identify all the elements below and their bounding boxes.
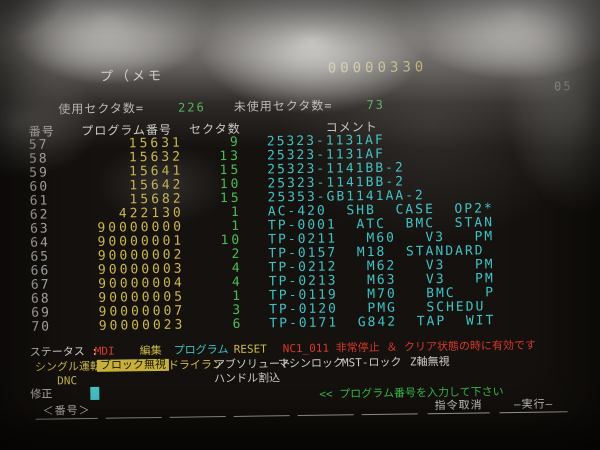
row-no: 62 (29, 207, 50, 223)
row-no: 64 (30, 235, 50, 251)
row-no: 65 (30, 249, 51, 265)
softkey-blank[interactable] (297, 400, 354, 417)
page-indicator: 05 (553, 79, 573, 94)
mode-handle-interrupt: ハンドル割込 (214, 371, 281, 386)
program-count-number: 00000330 (327, 59, 428, 77)
softkey-number[interactable]: ＜番号＞ (35, 403, 98, 420)
reset-label: RESET (233, 342, 267, 356)
header-no: 番号 (28, 124, 55, 139)
softkey-row: ＜番号＞ 指令取消 ―実行― (35, 397, 582, 420)
softkey-blank[interactable] (361, 399, 418, 416)
mode-dnc: DNC (57, 374, 78, 388)
sector-summary: 使用セクタ数= 226 未使用セクタ数= 73 (58, 96, 385, 118)
alarm-message: NC1_011 非常停止 ＆ クリア状態の時に有効です (282, 338, 537, 356)
free-sectors-label: 未使用セクタ数= (233, 98, 333, 114)
status-program: プログラム (173, 343, 229, 357)
mode-mst-lock: MST-ロック (341, 355, 402, 370)
mode-block-skip-active: ブロック無視 (96, 358, 170, 372)
free-sectors-value: 73 (366, 97, 386, 113)
row-no: 57 (28, 137, 49, 153)
row-no: 63 (29, 221, 50, 237)
mode-single-run: シングル運転 (34, 359, 102, 374)
program-table: 番号 プログラム番号 セクタ数 コメント 57 15631 9 25323-1131A… (29, 117, 596, 335)
softkey-blank[interactable] (233, 401, 290, 417)
softkey-cancel-command[interactable]: 指令取消 (427, 398, 490, 415)
softkey-blank[interactable] (169, 402, 226, 418)
softkey-blank[interactable] (105, 402, 162, 419)
status-mode: MDI (94, 344, 115, 358)
row-no: 61 (29, 193, 50, 209)
used-sectors-label: 使用セクタ数= (58, 101, 145, 117)
text-cursor (90, 386, 100, 400)
status-edit: 編集 (139, 343, 162, 358)
mode-machine-lock: マシンロック (277, 356, 345, 371)
row-no: 59 (29, 165, 50, 181)
row-no: 66 (30, 263, 51, 279)
edit-mode-label: 修正 (30, 387, 53, 401)
row-no: 70 (31, 319, 52, 335)
row-no: 58 (28, 151, 49, 167)
row-no: 67 (30, 277, 51, 293)
used-sectors-value: 226 (178, 100, 206, 115)
softkey-execute[interactable]: ―実行― (499, 397, 568, 414)
screen-title: プ（メモ (99, 68, 165, 85)
status-label: ステータス : (29, 344, 99, 359)
row-no: 69 (31, 305, 51, 321)
row-comment: TP-0171 G842 TAP WIT (269, 313, 496, 332)
row-program: 90000023 (98, 317, 186, 334)
mode-z-axis-ignore: Z軸無視 (409, 354, 450, 369)
row-no: 60 (29, 179, 50, 195)
row-no: 68 (30, 291, 51, 307)
row-sectors: 6 (232, 316, 244, 332)
